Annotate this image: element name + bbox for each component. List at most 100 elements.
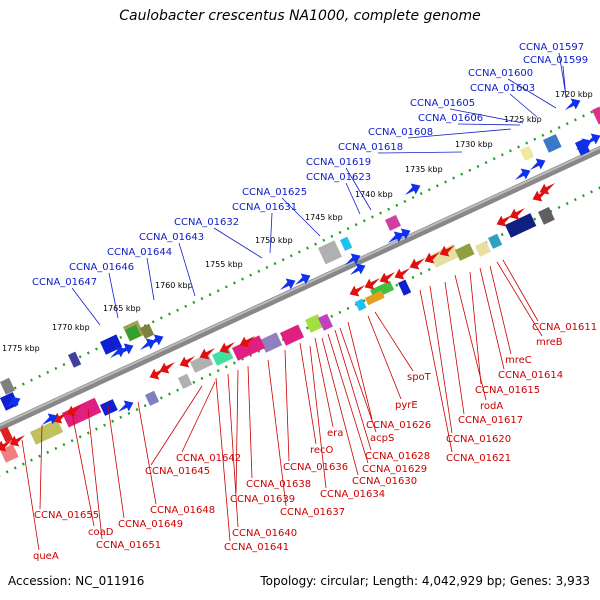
- label-leader-line: [334, 329, 372, 451]
- upper-gene-ccna-01600: CCNA_01600: [468, 68, 557, 109]
- gene-feature-block: [279, 324, 305, 346]
- gene-label: CCNA_01637: [280, 507, 345, 518]
- gene-label: CCNA_01630: [352, 476, 417, 487]
- map-title: Caulobacter crescentus NA1000, complete …: [119, 8, 481, 24]
- gene-arrow-forward: [280, 278, 296, 290]
- label-leader-line: [235, 369, 239, 494]
- label-leader-line: [345, 167, 372, 211]
- label-leader-line: [284, 349, 290, 462]
- gene-feature-block: [0, 426, 14, 443]
- scale-label-1760-kbp: 1760 kbp: [155, 281, 193, 290]
- gene-label: CCNA_01626: [366, 420, 431, 431]
- gene-arrow-forward: [42, 413, 58, 425]
- upper-gene-ccna-01605: CCNA_01605: [410, 98, 524, 124]
- gene-label: mreC: [505, 355, 532, 366]
- label-leader-line: [374, 311, 414, 372]
- scale-label-1730-kbp: 1730 kbp: [455, 140, 493, 149]
- gene-label: CCNA_01620: [446, 434, 511, 445]
- label-leader-line: [281, 197, 321, 237]
- gene-label: CCNA_01642: [176, 453, 241, 464]
- lower-gene-ccna-01645: CCNA_01645: [145, 385, 210, 477]
- gene-label: CCNA_01614: [498, 370, 563, 381]
- lower-gene-ccna-01649: CCNA_01649: [107, 405, 183, 530]
- gene-arrow-reverse: [149, 368, 165, 380]
- gene-feature-block: [355, 298, 367, 312]
- label-leader-line: [71, 287, 101, 326]
- lower-gene-ccna-01638: CCNA_01638: [246, 365, 311, 490]
- lower-gene-ccna-01626: CCNA_01626: [347, 321, 431, 431]
- upper-gene-ccna-01608: CCNA_01608: [368, 127, 512, 139]
- gene-arrow-reverse: [9, 435, 25, 447]
- lower-gene-ccna-01640: CCNA_01640: [227, 373, 297, 539]
- label-leader-line: [454, 274, 487, 401]
- gene-feature-block: [430, 244, 460, 268]
- gene-feature-block: [68, 351, 82, 368]
- label-leader-line: [377, 151, 463, 154]
- scale-label-1720-kbp: 1720 kbp: [555, 90, 593, 99]
- label-leader-line: [247, 365, 253, 479]
- scale-label-1725-kbp: 1725 kbp: [504, 115, 542, 124]
- gene-arrow-reverse: [179, 356, 195, 368]
- gene-arrow-reverse: [52, 412, 68, 424]
- lower-gene-acps: acpS: [339, 327, 394, 444]
- gene-arrow-forward: [515, 168, 531, 180]
- label-leader-line: [267, 359, 287, 507]
- lower-gene-ccna-01641: CCNA_01641: [215, 377, 289, 553]
- gene-label: CCNA_01599: [523, 55, 588, 66]
- upper-gene-ccna-01603: CCNA_01603: [470, 83, 538, 118]
- gene-label: CCNA_01638: [246, 479, 311, 490]
- gene-feature-block: [543, 134, 562, 153]
- label-leader-line: [419, 289, 453, 453]
- lower-gene-ccna-01611: CCNA_01611: [502, 259, 597, 333]
- gene-label: spoT: [407, 372, 432, 383]
- gene-feature-block: [318, 313, 333, 331]
- gene-label: CCNA_01631: [232, 202, 297, 213]
- gene-feature-block: [592, 106, 600, 125]
- gene-label: CCNA_01649: [118, 519, 183, 530]
- upper-gene-ccna-01644: CCNA_01644: [107, 247, 172, 301]
- label-leader-line: [181, 381, 216, 453]
- gene-arrow-forward: [405, 183, 421, 195]
- lower-gene-ccna-01621: CCNA_01621: [419, 289, 511, 464]
- gene-label: CCNA_01597: [519, 42, 584, 53]
- gene-feature-block: [177, 373, 193, 389]
- gene-arrow-forward: [118, 400, 134, 412]
- gene-label: CCNA_01606: [418, 113, 483, 124]
- gene-label: queA: [33, 551, 59, 562]
- label-leader-line: [429, 285, 453, 434]
- gene-arrow-reverse: [364, 278, 380, 290]
- gene-label: CCNA_01619: [306, 157, 371, 168]
- gene-arrow-forward: [5, 396, 21, 408]
- gene-feature-block: [318, 240, 342, 265]
- gene-label: CCNA_01611: [532, 322, 597, 333]
- scale-label-1775-kbp: 1775 kbp: [2, 344, 40, 353]
- gene-feature-block: [455, 243, 475, 261]
- gene-feature-block: [140, 323, 155, 339]
- gene-label: CCNA_01655: [34, 510, 99, 521]
- label-leader-line: [449, 108, 524, 124]
- gene-label: CCNA_01641: [224, 542, 289, 553]
- label-leader-line: [321, 337, 359, 476]
- gene-label: CCNA_01644: [107, 247, 172, 258]
- lower-gene-ccna-01617: CCNA_01617: [444, 281, 523, 426]
- gene-label: CCNA_01617: [458, 415, 523, 426]
- gene-label: CCNA_01651: [96, 540, 161, 551]
- lower-gene-coad: coaD: [71, 412, 114, 538]
- gene-feature-block: [100, 334, 123, 355]
- gene-label: CCNA_01600: [468, 68, 533, 79]
- gene-arrow-forward: [345, 253, 361, 265]
- gene-arrow-forward: [350, 263, 366, 275]
- gene-arrow-reverse: [239, 336, 255, 348]
- gene-label: rodA: [480, 401, 503, 412]
- gene-feature-block: [398, 279, 412, 296]
- lower-gene-ccna-01648: CCNA_01648: [137, 401, 215, 516]
- lower-gene-reco: recO: [299, 342, 334, 456]
- lower-gene-ccna-01639: CCNA_01639: [230, 369, 295, 505]
- gene-arrow-forward: [530, 158, 546, 170]
- gene-feature-block: [29, 419, 64, 445]
- gene-label: CCNA_01647: [32, 277, 97, 288]
- label-leader-line: [407, 128, 512, 139]
- accession-label: Accession: NC_011916: [8, 574, 145, 588]
- gene-label: CCNA_01608: [368, 127, 433, 138]
- label-leader-line: [146, 257, 155, 301]
